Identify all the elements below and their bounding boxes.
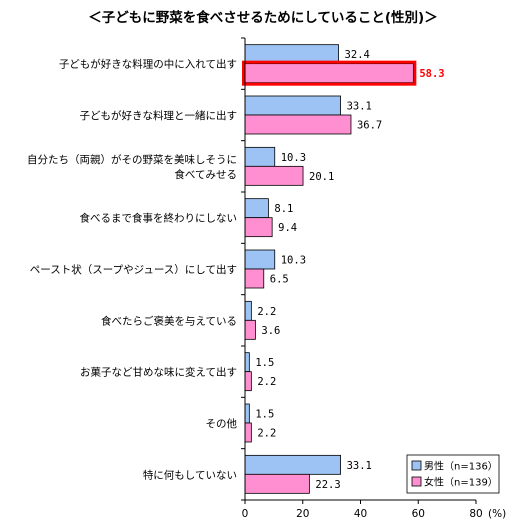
x-tick-label-4: 80 bbox=[469, 508, 482, 520]
category-label-2-line-0: 自分たち（両親）がその野菜を美味しそうに bbox=[27, 153, 237, 166]
category-label-0: 子どもが好きな料理の中に入れて出す bbox=[59, 58, 237, 71]
value-label-male-4: 10.3 bbox=[281, 255, 306, 267]
bar-male-7 bbox=[244, 403, 250, 424]
category-label-8: 特に何もしていない bbox=[143, 468, 237, 481]
category-label-6: お菓子など甘めな味に変えて出す bbox=[80, 366, 237, 379]
value-label-male-7: 1.5 bbox=[255, 409, 274, 421]
x-tick-label-3: 60 bbox=[412, 508, 425, 520]
value-label-female-3: 9.4 bbox=[278, 222, 297, 234]
value-label-male-6: 1.5 bbox=[255, 357, 274, 369]
value-label-male-5: 2.2 bbox=[257, 306, 276, 318]
x-tick-label-0: 0 bbox=[242, 508, 249, 520]
value-label-female-0: 58.3 bbox=[419, 68, 444, 80]
x-tick-label-1: 20 bbox=[296, 508, 309, 520]
bar-female-2 bbox=[244, 165, 304, 186]
bar-male-3 bbox=[244, 198, 269, 219]
value-label-female-5: 3.6 bbox=[261, 325, 280, 337]
bar-male-5 bbox=[244, 300, 252, 321]
x-tick-label-2: 40 bbox=[354, 508, 367, 520]
x-axis-unit: (%) bbox=[488, 508, 506, 520]
bar-female-6 bbox=[244, 371, 252, 392]
value-label-female-8: 22.3 bbox=[315, 479, 340, 491]
value-label-male-1: 33.1 bbox=[347, 101, 372, 113]
value-label-female-2: 20.1 bbox=[309, 171, 334, 183]
value-label-male-0: 32.4 bbox=[345, 49, 370, 61]
value-label-female-6: 2.2 bbox=[257, 376, 276, 388]
value-label-male-2: 10.3 bbox=[281, 152, 306, 164]
chart-title: ＜子どもに野菜を食べさせるためにしていること(性別)＞ bbox=[88, 10, 438, 26]
value-label-male-8: 33.1 bbox=[347, 460, 372, 472]
bar-male-1 bbox=[244, 95, 341, 116]
bar-female-4 bbox=[244, 268, 265, 289]
legend-swatch-male bbox=[411, 460, 422, 471]
bar-male-4 bbox=[244, 249, 276, 270]
legend-swatch-female bbox=[411, 476, 422, 487]
value-label-female-4: 6.5 bbox=[270, 274, 289, 286]
legend-label-male: 男性（n=136） bbox=[424, 460, 498, 473]
bar-female-7 bbox=[244, 422, 252, 443]
legend-label-female: 女性（n=139） bbox=[424, 476, 498, 489]
value-label-female-7: 2.2 bbox=[257, 428, 276, 440]
category-label-5: 食べたらご褒美を与えている bbox=[101, 314, 237, 327]
bar-female-0 bbox=[244, 63, 414, 84]
bar-male-8 bbox=[244, 454, 341, 475]
category-label-2-line-1: 食べてみせる bbox=[174, 168, 237, 181]
category-label-1: 子どもが好きな料理と一緒に出す bbox=[80, 109, 238, 122]
highlight-box bbox=[242, 60, 417, 86]
value-label-male-3: 8.1 bbox=[274, 203, 293, 215]
bar-female-5 bbox=[244, 319, 256, 340]
bar-female-1 bbox=[244, 114, 352, 135]
value-label-female-1: 36.7 bbox=[357, 120, 382, 132]
bar-male-2 bbox=[244, 146, 276, 167]
legend-box bbox=[406, 454, 500, 494]
bar-female-8 bbox=[244, 473, 310, 494]
category-label-4: ペースト状（スープやジュース）にして出す bbox=[30, 263, 237, 276]
bar-female-3 bbox=[244, 217, 273, 238]
category-label-7: その他 bbox=[206, 417, 238, 430]
category-label-3: 食べるまで食事を終わりにしない bbox=[80, 212, 238, 225]
bar-male-6 bbox=[244, 352, 250, 373]
